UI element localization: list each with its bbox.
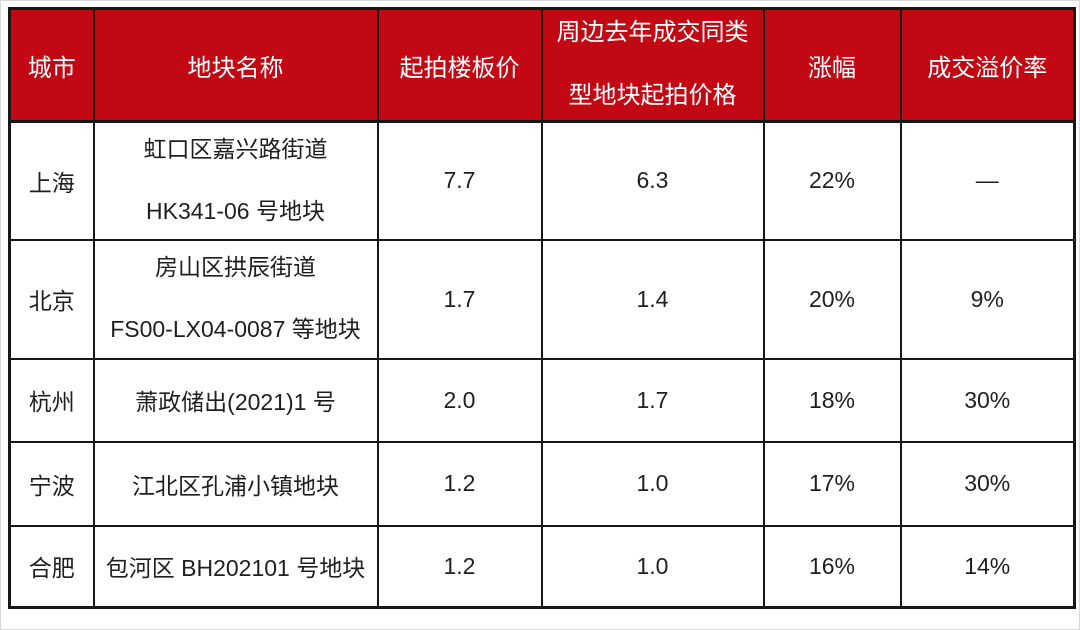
- start-price-cell: 1.7: [376, 238, 543, 360]
- table-row: 上海 虹口区嘉兴路街道 HK341-06 号地块 7.7 6.3 22% —: [8, 120, 1076, 241]
- city-cell: 合肥: [8, 524, 95, 609]
- parcel-name-cell: 包河区 BH202101 号地块: [92, 524, 379, 609]
- parcel-name-line1: 虹口区嘉兴路街道: [143, 136, 328, 163]
- header-nearby-price-line1: 周边去年成交同类: [556, 19, 749, 47]
- city-cell: 上海: [8, 120, 95, 241]
- parcel-name-lines: 房山区拱辰街道 FS00-LX04-0087 等地块: [96, 254, 376, 343]
- header-nearby-price-lines: 周边去年成交同类 型地块起拍价格: [544, 19, 762, 111]
- header-cell-nearby-price: 周边去年成交同类 型地块起拍价格: [540, 7, 765, 123]
- increase-cell: 16%: [762, 524, 902, 609]
- header-row: 城市 地块名称 起拍楼板价 周边去年成交同类 型地块起拍价格 涨幅 成交溢价率: [8, 7, 1076, 123]
- nearby-price-cell: 1.0: [540, 524, 765, 609]
- header-cell-city: 城市: [8, 7, 95, 123]
- parcel-name-cell: 江北区孔浦小镇地块: [92, 440, 379, 527]
- premium-cell: 30%: [899, 357, 1076, 443]
- header-cell-premium-rate: 成交溢价率: [899, 7, 1076, 123]
- increase-cell: 18%: [762, 357, 902, 443]
- increase-cell: 20%: [762, 238, 902, 360]
- parcel-name-cell: 房山区拱辰街道 FS00-LX04-0087 等地块: [92, 238, 379, 360]
- parcel-name-cell: 萧政储出(2021)1 号: [92, 357, 379, 443]
- table-row: 宁波 江北区孔浦小镇地块 1.2 1.0 17% 30%: [8, 440, 1076, 527]
- header-cell-start-floor-price: 起拍楼板价: [376, 7, 543, 123]
- table-row: 北京 房山区拱辰街道 FS00-LX04-0087 等地块 1.7 1.4 20…: [8, 238, 1076, 360]
- nearby-price-cell: 1.0: [540, 440, 765, 527]
- table-row: 合肥 包河区 BH202101 号地块 1.2 1.0 16% 14%: [8, 524, 1076, 609]
- parcel-name-lines: 虹口区嘉兴路街道 HK341-06 号地块: [96, 136, 376, 225]
- land-auction-table: 城市 地块名称 起拍楼板价 周边去年成交同类 型地块起拍价格 涨幅 成交溢价率 …: [8, 7, 1076, 609]
- start-price-cell: 2.0: [376, 357, 543, 443]
- premium-cell: 14%: [899, 524, 1076, 609]
- increase-cell: 17%: [762, 440, 902, 527]
- start-price-cell: 1.2: [376, 524, 543, 609]
- parcel-name-cell: 虹口区嘉兴路街道 HK341-06 号地块: [92, 120, 379, 241]
- nearby-price-cell: 6.3: [540, 120, 765, 241]
- nearby-price-cell: 1.7: [540, 357, 765, 443]
- premium-cell: 9%: [899, 238, 1076, 360]
- city-cell: 北京: [8, 238, 95, 360]
- start-price-cell: 1.2: [376, 440, 543, 527]
- parcel-name-line2: FS00-LX04-0087 等地块: [110, 316, 361, 342]
- header-cell-parcel-name: 地块名称: [92, 7, 379, 123]
- parcel-name-line2: HK341-06 号地块: [146, 197, 325, 224]
- header-nearby-price-line2: 型地块起拍价格: [568, 82, 737, 109]
- city-cell: 杭州: [8, 357, 95, 443]
- nearby-price-cell: 1.4: [540, 238, 765, 360]
- increase-cell: 22%: [762, 120, 902, 241]
- table-row: 杭州 萧政储出(2021)1 号 2.0 1.7 18% 30%: [8, 357, 1076, 443]
- header-cell-increase: 涨幅: [762, 7, 902, 123]
- parcel-name-line1: 房山区拱辰街道: [155, 254, 316, 281]
- city-cell: 宁波: [8, 440, 95, 527]
- premium-cell: 30%: [899, 440, 1076, 527]
- start-price-cell: 7.7: [376, 120, 543, 241]
- premium-cell: —: [899, 120, 1076, 241]
